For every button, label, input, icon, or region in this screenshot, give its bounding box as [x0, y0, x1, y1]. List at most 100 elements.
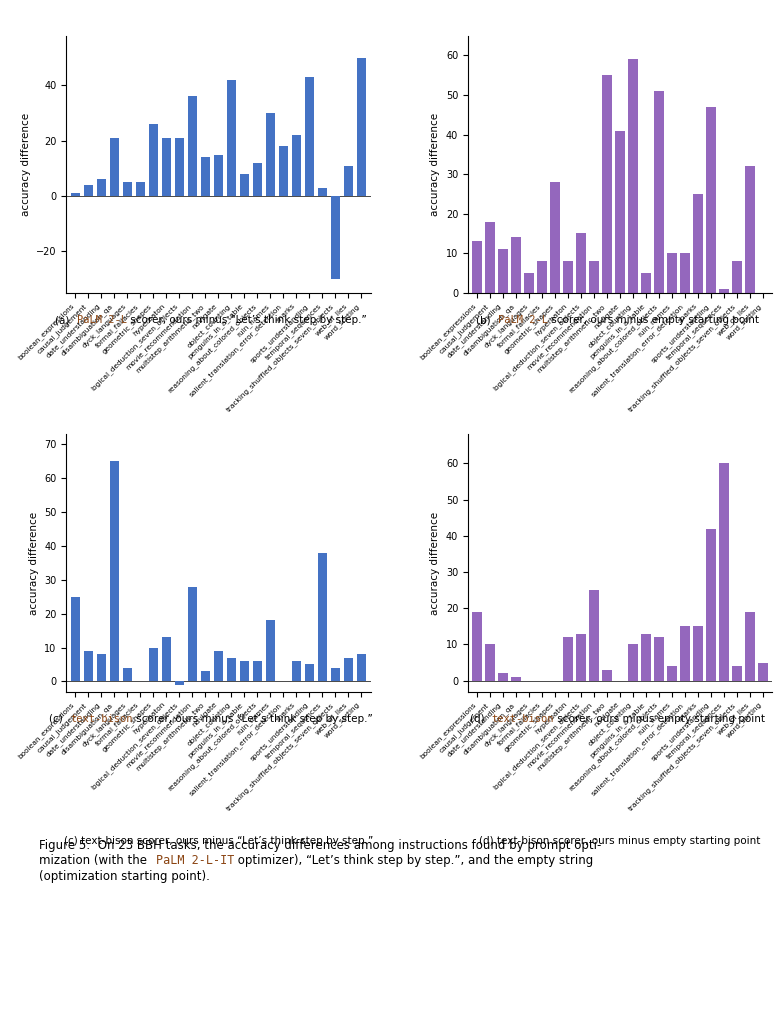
- Bar: [175, 681, 184, 684]
- Bar: [719, 289, 729, 293]
- Bar: [589, 261, 599, 293]
- Bar: [576, 234, 586, 293]
- Text: text-bison: text-bison: [71, 714, 133, 724]
- Bar: [356, 58, 367, 196]
- Bar: [693, 194, 703, 293]
- Bar: [680, 626, 690, 680]
- Y-axis label: accuracy difference: accuracy difference: [20, 113, 30, 216]
- Bar: [576, 634, 586, 680]
- Bar: [615, 130, 625, 293]
- Text: scorer, ours minus empty starting point: scorer, ours minus empty starting point: [548, 315, 759, 325]
- Bar: [732, 666, 742, 680]
- Bar: [511, 237, 521, 293]
- Bar: [706, 529, 716, 680]
- Y-axis label: accuracy difference: accuracy difference: [431, 113, 440, 216]
- Bar: [97, 179, 106, 196]
- Bar: [331, 196, 340, 279]
- Bar: [278, 146, 289, 196]
- Text: (b) PaLM 2-L scorer, ours minus empty starting point: (b) PaLM 2-L scorer, ours minus empty st…: [483, 437, 757, 446]
- Bar: [356, 654, 367, 681]
- Bar: [292, 661, 301, 681]
- Text: (c): (c): [49, 714, 66, 724]
- Bar: [654, 91, 664, 293]
- Y-axis label: accuracy difference: accuracy difference: [29, 512, 39, 614]
- Bar: [628, 645, 638, 680]
- Bar: [589, 590, 599, 680]
- Bar: [719, 464, 729, 680]
- Bar: [83, 651, 94, 681]
- Bar: [265, 113, 275, 196]
- Text: scorer, ours minus empty starting point: scorer, ours minus empty starting point: [554, 714, 765, 724]
- Bar: [641, 634, 651, 680]
- Bar: [292, 135, 301, 196]
- Bar: [706, 107, 716, 293]
- Text: optimizer), “Let’s think step by step.”, and the empty string: optimizer), “Let’s think step by step.”,…: [233, 854, 593, 868]
- Bar: [161, 138, 172, 196]
- Bar: [667, 253, 677, 293]
- Bar: [226, 80, 236, 196]
- Bar: [563, 638, 573, 680]
- Bar: [317, 553, 328, 681]
- Bar: [628, 59, 638, 293]
- Bar: [654, 638, 664, 680]
- Bar: [109, 462, 119, 681]
- Text: mization (with the: mization (with the: [39, 854, 151, 868]
- Text: (optimization starting point).: (optimization starting point).: [39, 870, 210, 883]
- Bar: [602, 670, 612, 680]
- Bar: [304, 664, 314, 681]
- Text: PaLM 2-L: PaLM 2-L: [77, 315, 127, 325]
- Text: scorer, ours minus “Let’s think step by step.”: scorer, ours minus “Let’s think step by …: [133, 714, 373, 724]
- Bar: [304, 77, 314, 196]
- Bar: [122, 182, 133, 196]
- Bar: [758, 662, 768, 680]
- Bar: [317, 188, 328, 196]
- Bar: [602, 75, 612, 293]
- Bar: [472, 241, 482, 293]
- Bar: [331, 668, 340, 681]
- Bar: [70, 597, 80, 681]
- Bar: [214, 155, 223, 196]
- Bar: [239, 661, 250, 681]
- Bar: [511, 677, 521, 680]
- Bar: [667, 666, 677, 680]
- Bar: [136, 182, 145, 196]
- Bar: [148, 648, 158, 681]
- Bar: [239, 174, 250, 196]
- Bar: [265, 620, 275, 681]
- Text: PaLM 2-L-IT: PaLM 2-L-IT: [156, 854, 234, 868]
- Bar: [226, 658, 236, 681]
- Text: (a): (a): [55, 315, 73, 325]
- Bar: [83, 185, 94, 196]
- Bar: [732, 261, 742, 293]
- Bar: [472, 612, 482, 680]
- Bar: [161, 638, 172, 681]
- Text: (d) text-bison scorer, ours minus empty starting point: (d) text-bison scorer, ours minus empty …: [480, 836, 760, 845]
- Bar: [109, 138, 119, 196]
- Bar: [70, 193, 80, 196]
- Text: (c) text-bison scorer, ours minus “Let’s think step by step.”: (c) text-bison scorer, ours minus “Let’s…: [64, 836, 373, 845]
- Bar: [537, 261, 547, 293]
- Bar: [148, 124, 158, 196]
- Text: (b): (b): [476, 315, 494, 325]
- Text: scorer, ours minus “Let’s think step by step.”: scorer, ours minus “Let’s think step by …: [127, 315, 367, 325]
- Y-axis label: accuracy difference: accuracy difference: [431, 512, 440, 614]
- Bar: [122, 668, 133, 681]
- Bar: [745, 612, 755, 680]
- Bar: [253, 163, 262, 196]
- Bar: [641, 273, 651, 293]
- Bar: [550, 182, 560, 293]
- Bar: [187, 587, 197, 681]
- Text: (d): (d): [470, 714, 488, 724]
- Text: Figure 5:  On 23 BBH tasks, the accuracy differences among instructions found by: Figure 5: On 23 BBH tasks, the accuracy …: [39, 839, 601, 852]
- Bar: [175, 138, 184, 196]
- Bar: [745, 166, 755, 293]
- Text: text-bison: text-bison: [491, 714, 554, 724]
- Bar: [563, 261, 573, 293]
- Bar: [485, 645, 495, 680]
- Bar: [200, 158, 211, 196]
- Bar: [524, 273, 534, 293]
- Bar: [343, 166, 353, 196]
- Bar: [253, 661, 262, 681]
- Bar: [693, 626, 703, 680]
- Text: (a) PaLM 2-L scorer, ours minus “Let’s think step by step.”: (a) PaLM 2-L scorer, ours minus “Let’s t…: [66, 437, 370, 446]
